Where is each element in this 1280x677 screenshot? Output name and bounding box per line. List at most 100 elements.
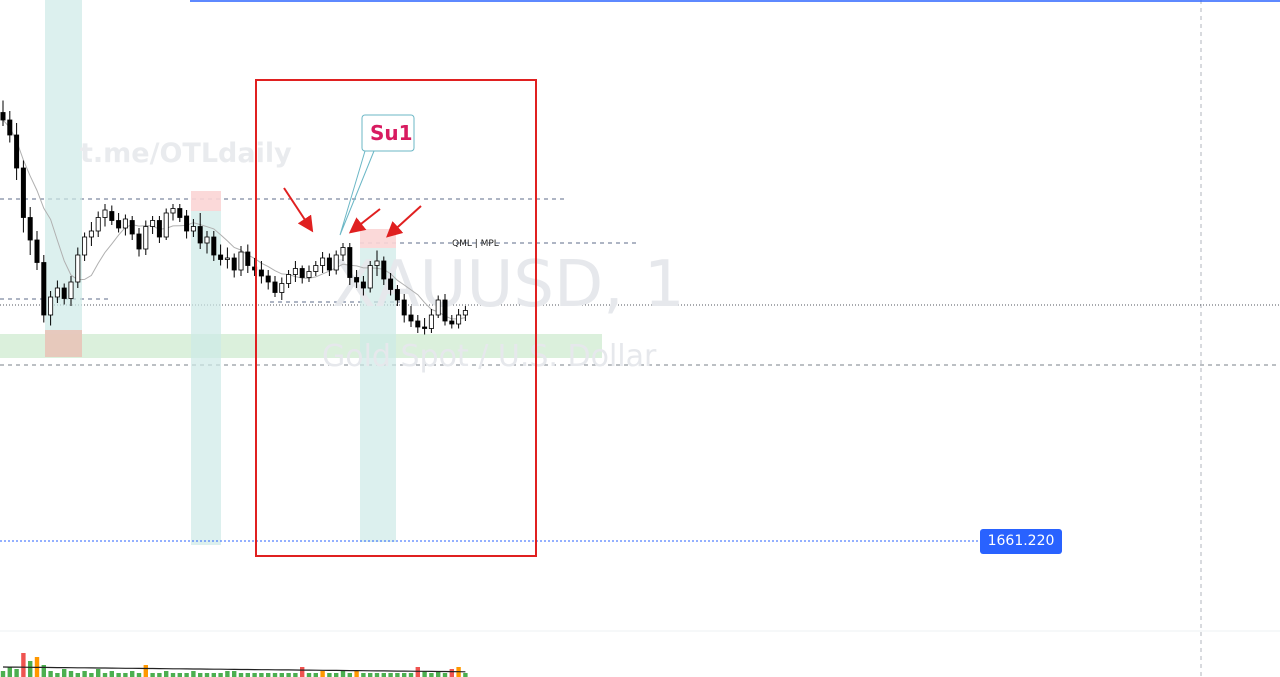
candle-body[interactable] [435, 299, 441, 316]
candle-body[interactable] [224, 257, 230, 260]
candle-body[interactable] [286, 274, 292, 284]
candle-body[interactable] [170, 208, 176, 214]
candle-body[interactable] [449, 320, 455, 325]
candle-body[interactable] [292, 268, 298, 275]
candle-body[interactable] [299, 268, 305, 278]
volume-bar [102, 673, 108, 677]
candle-body[interactable] [82, 236, 88, 256]
candle-body[interactable] [381, 260, 387, 280]
candle-body[interactable] [48, 296, 54, 316]
candle-body[interactable] [320, 257, 326, 266]
candle-body[interactable] [109, 211, 115, 221]
candle-body[interactable] [41, 262, 47, 316]
candle-body[interactable] [211, 236, 217, 256]
candle-body[interactable] [340, 247, 346, 256]
candle-body[interactable] [156, 220, 162, 238]
candle-body[interactable] [163, 212, 169, 238]
candle-body[interactable] [116, 220, 122, 229]
candle-body[interactable] [367, 265, 373, 289]
candle-body[interactable] [27, 217, 33, 241]
volume-bar [340, 671, 346, 677]
candle-body[interactable] [388, 278, 394, 290]
volume-bar [204, 673, 210, 677]
zone-teal-column [360, 248, 396, 542]
candle-body[interactable] [177, 208, 183, 218]
volume-bar [374, 673, 380, 677]
volume-bar [62, 669, 67, 677]
candle-body[interactable] [374, 260, 380, 266]
volume-bar [164, 671, 169, 677]
candle-body[interactable] [136, 233, 142, 250]
watermark-url: t.me/OTLdaily [80, 138, 292, 169]
candle-body[interactable] [68, 281, 74, 299]
volume-bar [368, 673, 373, 677]
volume-bar [218, 673, 223, 677]
candle-body[interactable] [61, 287, 67, 299]
volume-moving-average-line [2, 666, 466, 673]
candle-body[interactable] [88, 230, 94, 238]
zone-red-box [45, 330, 82, 357]
volume-bar [7, 667, 12, 677]
candle-body[interactable] [143, 226, 149, 250]
volume-bar [415, 667, 420, 677]
candle-body[interactable] [456, 314, 462, 325]
volume-bar [402, 673, 407, 677]
candle-body[interactable] [326, 257, 332, 271]
candle-body[interactable] [20, 167, 26, 218]
candle-body[interactable] [150, 220, 156, 227]
candle-body[interactable] [401, 299, 407, 316]
candle-body[interactable] [306, 271, 312, 278]
candle-body[interactable] [0, 112, 6, 121]
candle-body[interactable] [279, 283, 285, 293]
candle-body[interactable] [347, 247, 353, 278]
volume-bar [279, 673, 284, 677]
zone-teal-column [45, 0, 82, 334]
candle-body[interactable] [7, 119, 13, 136]
volume-bar [130, 671, 135, 677]
candle-body[interactable] [258, 269, 264, 277]
candle-body[interactable] [238, 251, 244, 271]
volume-bar [170, 673, 176, 677]
candle-body[interactable] [360, 281, 366, 289]
candle-body[interactable] [204, 236, 210, 244]
volume-bar [123, 673, 128, 677]
candle-body[interactable] [102, 209, 108, 218]
candle-body[interactable] [129, 220, 135, 235]
candle-body[interactable] [34, 239, 40, 263]
volume-bar [238, 673, 244, 677]
candle-body[interactable] [122, 218, 128, 229]
candle-body[interactable] [272, 281, 278, 293]
candle-body[interactable] [415, 320, 421, 328]
watermark-description: Gold Spot / U.S. Dollar [322, 339, 657, 374]
candle-body[interactable] [422, 326, 428, 329]
volume-bar [381, 673, 386, 677]
callout-box[interactable] [361, 114, 415, 152]
candle-body[interactable] [265, 275, 271, 283]
candle-body[interactable] [197, 226, 203, 244]
candle-body[interactable] [184, 215, 190, 232]
volume-bar [436, 671, 441, 677]
candle-body[interactable] [218, 254, 224, 260]
price-label-tag: 1661.220 [980, 529, 1062, 554]
candle-body[interactable] [75, 254, 81, 283]
candle-body[interactable] [54, 287, 60, 298]
volume-bar [306, 673, 312, 677]
candle-body[interactable] [313, 265, 319, 272]
candle-body[interactable] [394, 289, 400, 301]
candle-body[interactable] [354, 277, 360, 283]
candle-body[interactable] [14, 134, 20, 169]
volume-bar [191, 671, 196, 677]
candle-body[interactable] [333, 254, 339, 271]
candle-body[interactable] [428, 314, 434, 329]
volume-bar [75, 673, 80, 677]
candle-body[interactable] [231, 257, 237, 271]
candle-body[interactable] [245, 251, 251, 266]
candle-body[interactable] [190, 226, 196, 232]
volume-bar [252, 673, 257, 677]
candle-body[interactable] [408, 314, 414, 322]
volume-bar [442, 673, 448, 677]
candle-body[interactable] [442, 299, 448, 322]
candle-body[interactable] [95, 217, 101, 232]
candle-body[interactable] [462, 310, 468, 316]
